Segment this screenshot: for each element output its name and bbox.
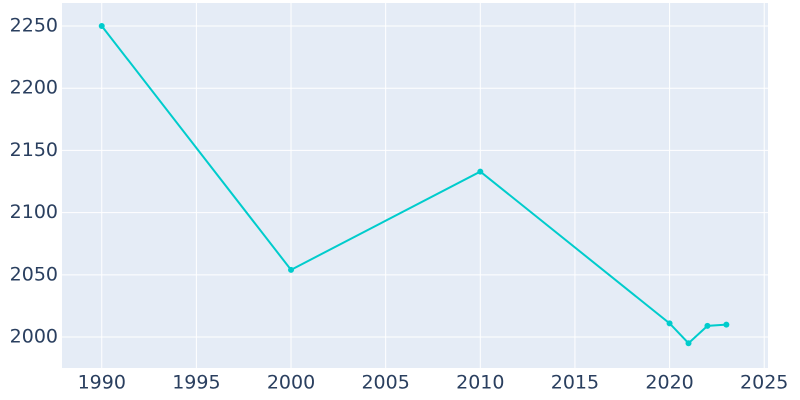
x-tick-label: 2005 — [361, 372, 409, 394]
x-tick-label: 1995 — [172, 372, 220, 394]
y-tick-label: 2200 — [10, 77, 58, 99]
point — [723, 321, 730, 328]
x-tick-label: 2025 — [740, 372, 788, 394]
y-tick-label: 2150 — [10, 139, 58, 161]
point — [477, 168, 484, 175]
x-tick-label: 2015 — [551, 372, 599, 394]
x-tick-label: 2020 — [645, 372, 693, 394]
x-tick-label: 2000 — [267, 372, 315, 394]
y-tick-label: 2250 — [10, 15, 58, 37]
point — [685, 340, 692, 347]
point — [666, 320, 673, 327]
x-tick-label: 2010 — [456, 372, 504, 394]
y-tick-label: 2050 — [10, 263, 58, 285]
point — [704, 322, 711, 329]
point — [288, 266, 295, 273]
plot-area — [62, 3, 768, 368]
x-tick-label: 1990 — [78, 372, 126, 394]
y-tick-label: 2000 — [10, 326, 58, 348]
y-tick-label: 2100 — [10, 201, 58, 223]
point — [98, 23, 105, 30]
